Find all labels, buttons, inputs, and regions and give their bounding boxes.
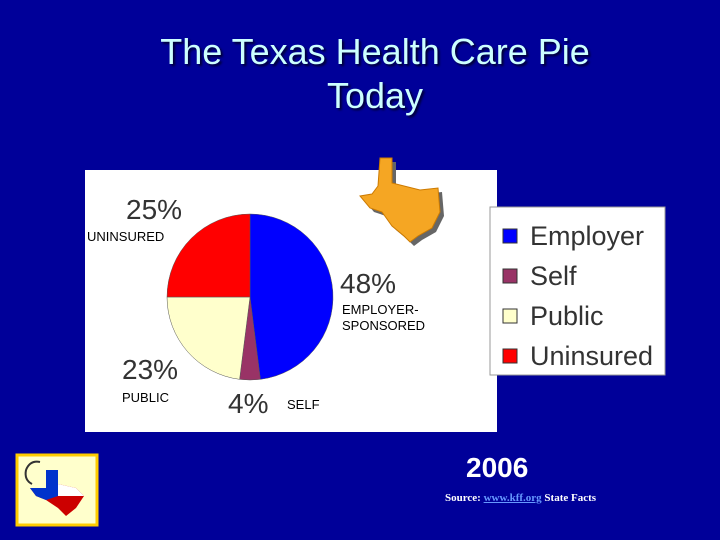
legend-swatch <box>502 228 518 244</box>
value-label: 4% <box>228 388 269 419</box>
legend-swatch <box>502 308 518 324</box>
value-label: 25% <box>126 194 183 225</box>
year: 2006 <box>466 452 529 483</box>
pie-slice <box>249 213 334 380</box>
pie-slice <box>166 296 251 380</box>
pie-slice <box>166 213 251 298</box>
legend-label: Self <box>530 261 577 291</box>
value-label: 23% <box>122 354 179 385</box>
slice-annotation: SELF <box>287 397 320 412</box>
source-suffix: State Facts <box>544 492 597 504</box>
logo <box>15 453 99 527</box>
legend-label: Uninsured <box>530 341 653 371</box>
slice-annotation: EMPLOYER-SPONSORED <box>342 302 426 333</box>
value-label: 48% <box>340 268 397 299</box>
source-prefix: Source: <box>445 492 481 504</box>
legend-swatch <box>502 268 518 284</box>
slice-annotation: PUBLIC <box>122 390 169 405</box>
texas-map <box>359 157 444 246</box>
source: Source: www.kff.org State Facts <box>445 492 596 504</box>
legend-label: Employer <box>530 221 644 251</box>
chart-title: The Texas Health Care Pie Today <box>160 31 590 116</box>
legend-swatch <box>502 348 518 364</box>
source-link[interactable]: www.kff.org <box>483 492 542 504</box>
legend-label: Public <box>530 301 604 331</box>
legend-box <box>489 206 666 376</box>
slice-annotation: UNINSURED <box>87 229 165 244</box>
